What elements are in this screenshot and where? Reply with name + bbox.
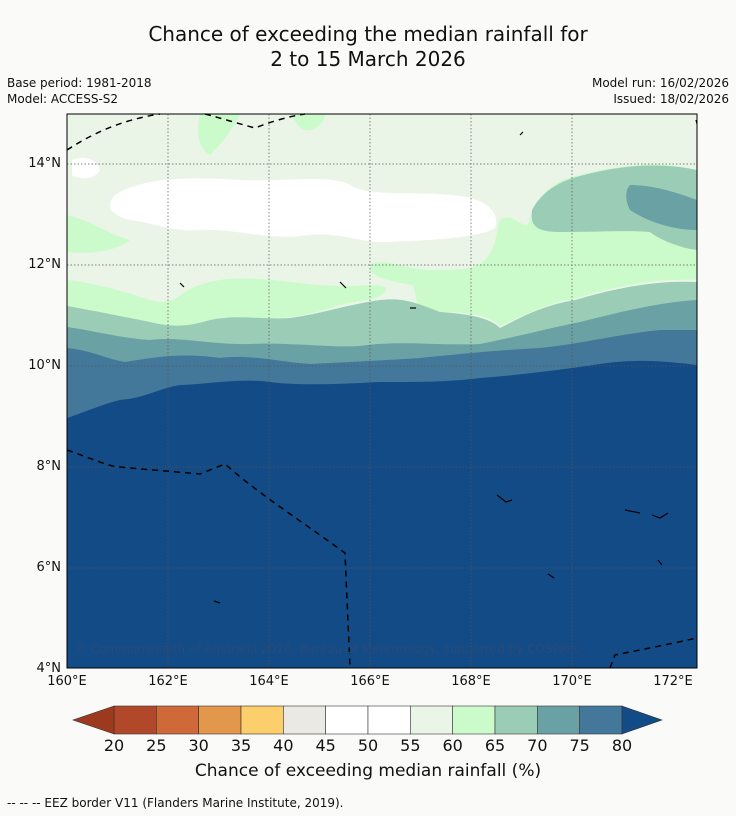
copyright-notice: © Commonwealth of Australia 2026, Bureau… [75,642,580,656]
colorbar-tick-80: 80 [611,736,633,755]
colorbar-tick-60: 60 [442,736,463,755]
y-tick-12n: 12°N [28,257,61,272]
eez-footnote: -- -- -- EEZ border V11 (Flanders Marine… [7,796,344,810]
colorbar-segment [156,705,199,735]
colorbar-tick-30: 30 [188,736,209,755]
band-65 [67,114,697,329]
colorbar-segment [367,705,411,735]
colorbar-tick-40: 40 [273,736,294,755]
colorbar-segment [198,705,242,735]
eez-border [66,113,698,669]
model-run-label: Model run: 16/02/2026 [591,76,729,90]
colorbar [72,705,663,735]
colorbar-segment [325,705,369,735]
colorbar-over-arrow [621,705,663,735]
issued-label: Issued: 18/02/2026 [613,92,729,106]
x-tick-160e: 160°E [47,674,87,689]
plot-frame [66,113,698,669]
colorbar-tick-20: 20 [103,736,125,755]
colorbar-segment [452,705,496,735]
y-tick-10n: 10°N [28,358,61,373]
meta-left: Base period: 1981-2018 Model: ACCESS-S2 [7,75,152,107]
y-tick-6n: 6°N [36,560,62,575]
colorbar-tick-65: 65 [484,736,506,755]
colorbar-tick-25: 25 [146,736,167,755]
band-60 [72,158,497,243]
colorbar-segment [494,705,538,735]
band-85 [67,360,697,668]
x-tick-170e: 170°E [552,674,592,689]
colorbar-segment [410,705,453,735]
colorbar-segment [240,705,284,735]
colorbar-segment [283,705,326,735]
colorbar-tick-75: 75 [569,736,590,755]
meta-right: Model run: 16/02/2026 Issued: 18/02/2026 [592,75,729,107]
title-line-2: 2 to 15 March 2026 [270,47,466,71]
x-tick-168e: 168°E [451,674,491,689]
colorbar-tick-70: 70 [527,736,548,755]
x-tick-166e: 166°E [350,674,390,689]
x-tick-172e: 172°E [653,674,693,689]
colorbar-title: Chance of exceeding median rainfall (%) [194,761,542,781]
x-tick-164e: 164°E [249,674,289,689]
rainfall-field [67,114,697,668]
graticule [67,114,697,668]
colorbar-tick-35: 35 [230,736,252,755]
colorbar-tick-45: 45 [315,736,336,755]
band-70 [67,165,697,368]
y-tick-8n: 8°N [36,459,62,474]
colorbar-segment [113,705,157,735]
colorbar-tick-50: 50 [357,736,379,755]
colorbar-under-arrow [72,705,115,735]
colorbar-tick-55: 55 [400,736,421,755]
chart-title: Chance of exceeding the median rainfall … [0,22,736,72]
colorbar-segment [579,705,623,735]
base-period-label: Base period: 1981-2018 [7,76,152,90]
y-tick-4n: 4°N [36,661,62,676]
colorbar-segment [537,705,580,735]
title-line-1: Chance of exceeding the median rainfall … [148,22,588,46]
y-tick-14n: 14°N [28,156,61,171]
x-tick-162e: 162°E [148,674,188,689]
model-label: Model: ACCESS-S2 [7,92,119,106]
